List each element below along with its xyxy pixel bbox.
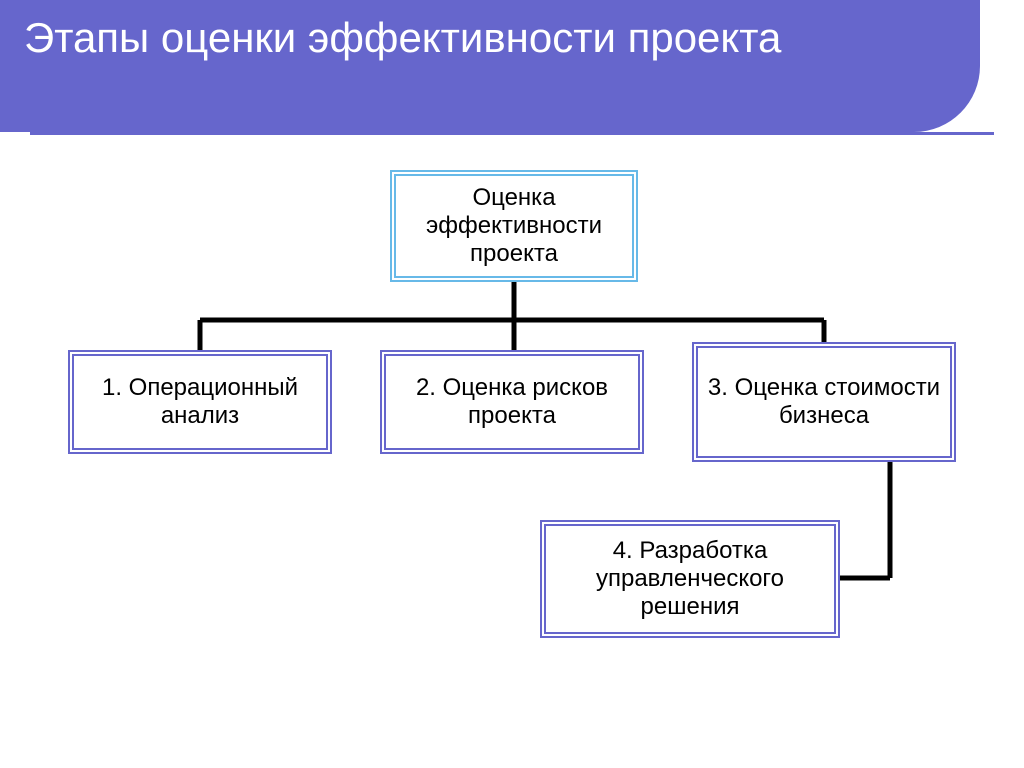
slide: Этапы оценки эффективности проекта Оценк… [0,0,1024,768]
slide-title-bar: Этапы оценки эффективности проекта [0,0,980,132]
slide-title: Этапы оценки эффективности проекта [24,14,781,61]
node-operational-analysis: 1. Операционный анализ [68,350,332,454]
node-risk-assessment: 2. Оценка рисков проекта [380,350,644,454]
node-management-decision: 4. Разработка управленческого решения [540,520,840,638]
node-root-label: Оценка эффективности проекта [396,184,632,268]
title-underline [30,132,994,135]
node-n1-label: 1. Операционный анализ [74,374,326,430]
node-n4-label: 4. Разработка управленческого решения [546,537,834,621]
node-n3-label: 3. Оценка стоимости бизнеса [698,374,950,430]
node-root: Оценка эффективности проекта [390,170,638,282]
node-business-value: 3. Оценка стоимости бизнеса [692,342,956,462]
node-n2-label: 2. Оценка рисков проекта [386,374,638,430]
